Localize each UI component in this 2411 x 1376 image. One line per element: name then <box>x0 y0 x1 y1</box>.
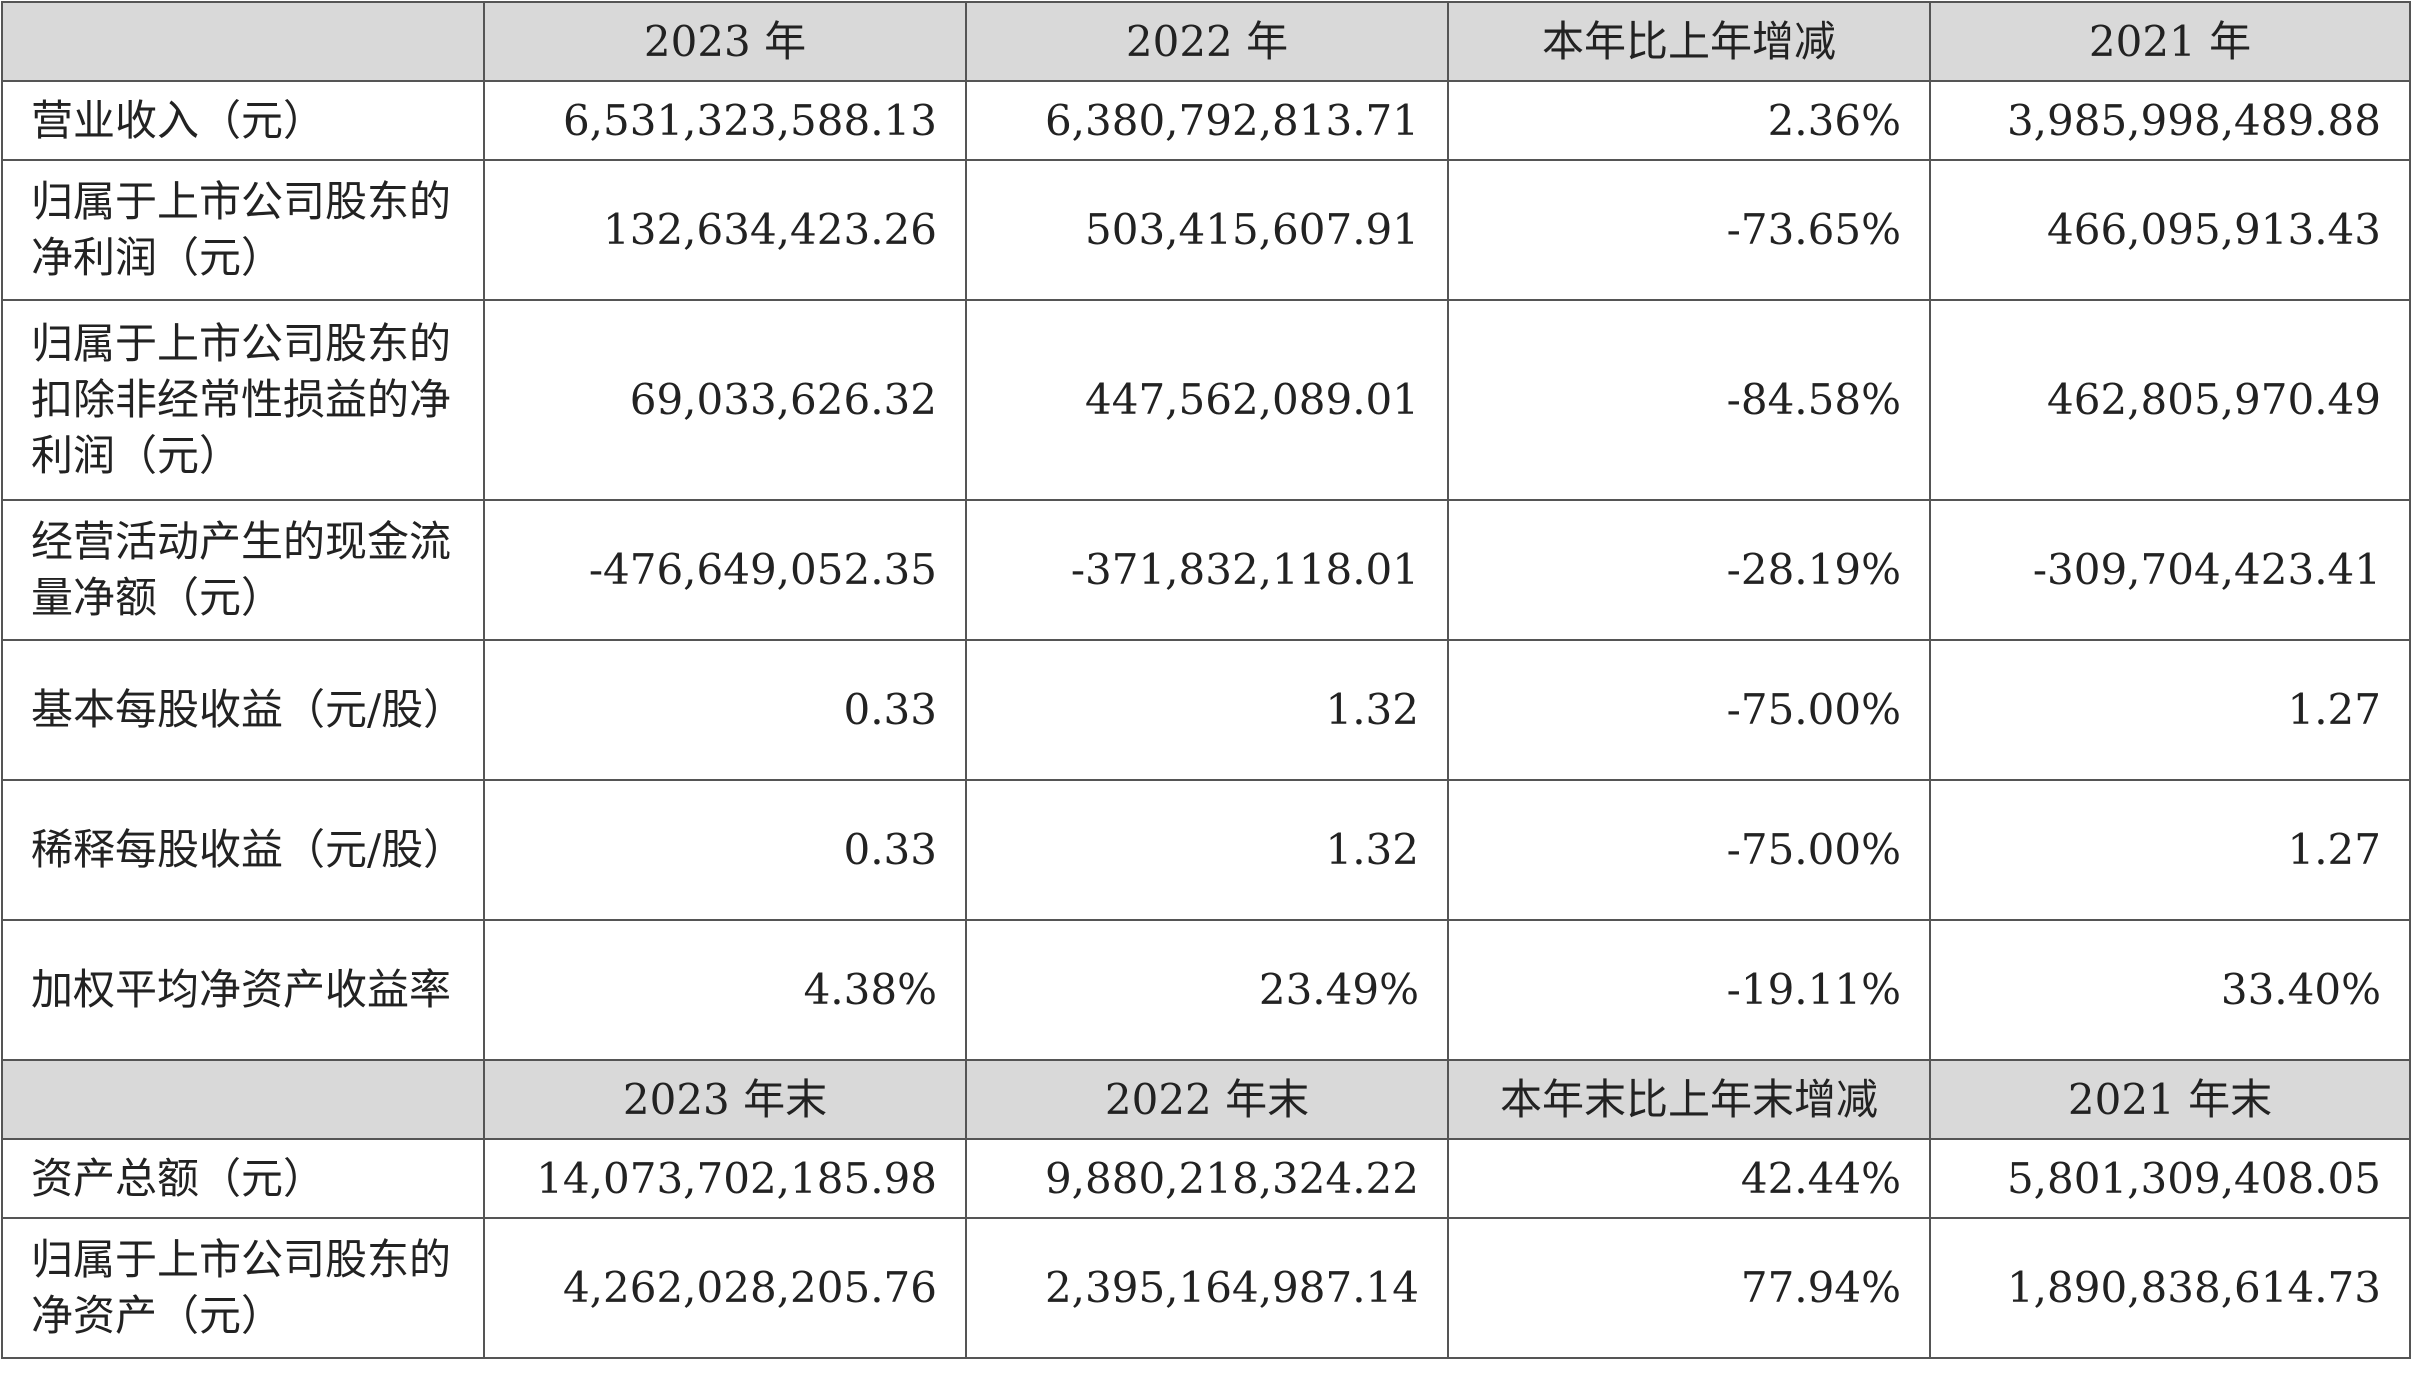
change-cell: -75.00% <box>1447 779 1931 921</box>
table-row: 稀释每股收益（元/股） 0.33 1.32 -75.00% 1.27 <box>1 779 2411 921</box>
table-row: 归属于上市公司股东的扣除非经常性损益的净利润（元） 69,033,626.32 … <box>1 299 2411 501</box>
value-cell: 3,985,998,489.88 <box>1929 80 2411 161</box>
table-row: 经营活动产生的现金流量净额（元） -476,649,052.35 -371,83… <box>1 499 2411 641</box>
header-cell <box>1 1059 485 1140</box>
header-row: 2023 年 2022 年 本年比上年增减 2021 年 <box>1 1 2411 82</box>
change-cell: -73.65% <box>1447 159 1931 301</box>
row-label: 归属于上市公司股东的净资产（元） <box>1 1217 485 1359</box>
row-label: 营业收入（元） <box>1 80 485 161</box>
header-cell: 2023 年 <box>483 1 967 82</box>
header-cell: 2022 年末 <box>965 1059 1449 1140</box>
value-cell: 447,562,089.01 <box>965 299 1449 501</box>
value-cell: 5,801,309,408.05 <box>1929 1138 2411 1219</box>
header-cell <box>1 1 485 82</box>
header-cell: 本年比上年增减 <box>1447 1 1931 82</box>
table-row: 资产总额（元） 14,073,702,185.98 9,880,218,324.… <box>1 1138 2411 1219</box>
value-cell: 0.33 <box>483 639 967 781</box>
value-cell: 1.32 <box>965 779 1449 921</box>
value-cell: 4,262,028,205.76 <box>483 1217 967 1359</box>
value-cell: 6,380,792,813.71 <box>965 80 1449 161</box>
row-label: 资产总额（元） <box>1 1138 485 1219</box>
value-cell: 1,890,838,614.73 <box>1929 1217 2411 1359</box>
value-cell: -371,832,118.01 <box>965 499 1449 641</box>
row-label: 基本每股收益（元/股） <box>1 639 485 781</box>
change-cell: -75.00% <box>1447 639 1931 781</box>
value-cell: 0.33 <box>483 779 967 921</box>
value-cell: 14,073,702,185.98 <box>483 1138 967 1219</box>
value-cell: 2,395,164,987.14 <box>965 1217 1449 1359</box>
value-cell: 466,095,913.43 <box>1929 159 2411 301</box>
row-label: 归属于上市公司股东的净利润（元） <box>1 159 485 301</box>
change-cell: 77.94% <box>1447 1217 1931 1359</box>
change-cell: 42.44% <box>1447 1138 1931 1219</box>
change-cell: -84.58% <box>1447 299 1931 501</box>
value-cell: 462,805,970.49 <box>1929 299 2411 501</box>
header-cell: 2021 年末 <box>1929 1059 2411 1140</box>
value-cell: 9,880,218,324.22 <box>965 1138 1449 1219</box>
change-cell: -28.19% <box>1447 499 1931 641</box>
value-cell: -476,649,052.35 <box>483 499 967 641</box>
value-cell: 503,415,607.91 <box>965 159 1449 301</box>
header-cell: 2021 年 <box>1929 1 2411 82</box>
table-row: 归属于上市公司股东的净资产（元） 4,262,028,205.76 2,395,… <box>1 1217 2411 1359</box>
value-cell: 69,033,626.32 <box>483 299 967 501</box>
value-cell: 4.38% <box>483 919 967 1061</box>
value-cell: 132,634,423.26 <box>483 159 967 301</box>
value-cell: -309,704,423.41 <box>1929 499 2411 641</box>
row-label: 加权平均净资产收益率 <box>1 919 485 1061</box>
header-cell: 2022 年 <box>965 1 1449 82</box>
header-cell: 本年末比上年末增减 <box>1447 1059 1931 1140</box>
value-cell: 1.32 <box>965 639 1449 781</box>
header-cell: 2023 年末 <box>483 1059 967 1140</box>
value-cell: 1.27 <box>1929 639 2411 781</box>
value-cell: 6,531,323,588.13 <box>483 80 967 161</box>
value-cell: 33.40% <box>1929 919 2411 1061</box>
row-label: 经营活动产生的现金流量净额（元） <box>1 499 485 641</box>
table-row: 营业收入（元） 6,531,323,588.13 6,380,792,813.7… <box>1 80 2411 161</box>
row-label: 归属于上市公司股东的扣除非经常性损益的净利润（元） <box>1 299 485 501</box>
row-label: 稀释每股收益（元/股） <box>1 779 485 921</box>
value-cell: 1.27 <box>1929 779 2411 921</box>
header-row: 2023 年末 2022 年末 本年末比上年末增减 2021 年末 <box>1 1059 2411 1140</box>
value-cell: 23.49% <box>965 919 1449 1061</box>
table-row: 归属于上市公司股东的净利润（元） 132,634,423.26 503,415,… <box>1 159 2411 301</box>
table-row: 加权平均净资产收益率 4.38% 23.49% -19.11% 33.40% <box>1 919 2411 1061</box>
change-cell: -19.11% <box>1447 919 1931 1061</box>
table-row: 基本每股收益（元/股） 0.33 1.32 -75.00% 1.27 <box>1 639 2411 781</box>
change-cell: 2.36% <box>1447 80 1931 161</box>
